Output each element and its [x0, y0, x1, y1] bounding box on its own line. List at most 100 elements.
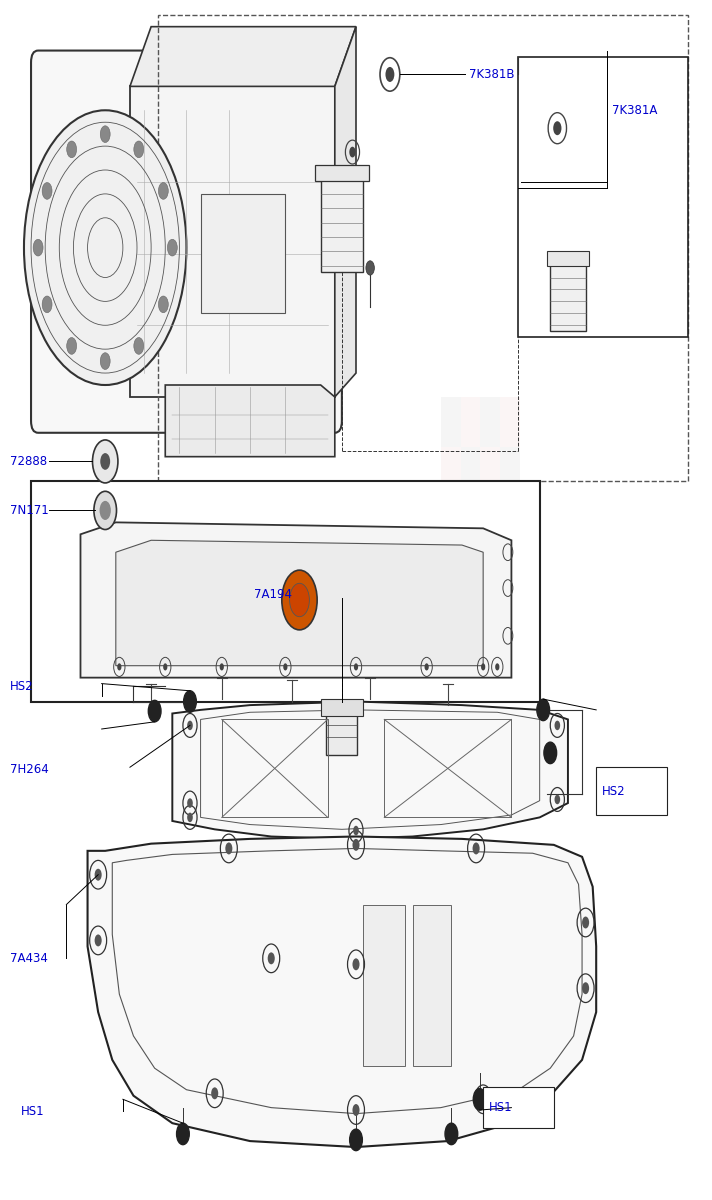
Circle shape	[225, 842, 232, 854]
Bar	[461, 397, 481, 448]
Circle shape	[544, 742, 557, 763]
Circle shape	[33, 239, 43, 256]
Text: HS2: HS2	[10, 679, 33, 692]
Text: HS1: HS1	[489, 1102, 513, 1114]
Circle shape	[424, 664, 429, 671]
Bar	[547, 251, 589, 265]
Circle shape	[42, 296, 52, 313]
FancyBboxPatch shape	[31, 50, 342, 433]
Bar	[518, 56, 688, 337]
Circle shape	[167, 239, 177, 256]
Text: HS2: HS2	[602, 785, 625, 798]
Circle shape	[283, 664, 288, 671]
Bar	[201, 194, 286, 313]
Bar	[320, 176, 363, 271]
Circle shape	[555, 794, 560, 804]
Circle shape	[350, 1129, 362, 1151]
Polygon shape	[80, 522, 511, 678]
Circle shape	[473, 1088, 486, 1110]
Circle shape	[93, 440, 118, 482]
Circle shape	[100, 126, 110, 143]
Text: 7K381A: 7K381A	[612, 103, 657, 116]
Circle shape	[117, 664, 122, 671]
Text: HS1: HS1	[21, 1105, 44, 1117]
Circle shape	[354, 664, 358, 671]
Text: 7K381B: 7K381B	[469, 68, 515, 80]
Circle shape	[290, 583, 310, 617]
Bar	[550, 259, 585, 331]
Circle shape	[220, 664, 224, 671]
Circle shape	[94, 491, 117, 529]
Circle shape	[582, 917, 589, 929]
Circle shape	[537, 700, 550, 721]
Text: car  parts: car parts	[144, 600, 264, 624]
Circle shape	[163, 664, 167, 671]
Circle shape	[148, 701, 161, 722]
Bar	[31, 480, 540, 702]
Circle shape	[134, 142, 144, 157]
Bar	[461, 598, 481, 648]
Circle shape	[385, 67, 394, 82]
Bar	[596, 767, 667, 815]
Circle shape	[480, 1093, 487, 1105]
Text: 7H264: 7H264	[10, 763, 48, 776]
Bar	[441, 547, 461, 598]
Bar	[481, 547, 500, 598]
Bar	[500, 547, 520, 598]
Circle shape	[184, 691, 197, 713]
Bar	[320, 700, 363, 716]
Polygon shape	[88, 836, 596, 1147]
Bar	[315, 166, 369, 181]
Circle shape	[553, 121, 562, 136]
Circle shape	[211, 1087, 219, 1099]
Bar	[500, 497, 520, 547]
Circle shape	[481, 664, 486, 671]
Circle shape	[352, 959, 360, 971]
Circle shape	[134, 337, 144, 354]
Bar	[461, 497, 481, 547]
Bar	[158, 14, 688, 480]
Polygon shape	[335, 26, 356, 397]
Circle shape	[350, 146, 356, 157]
Bar	[500, 397, 520, 448]
Polygon shape	[130, 26, 356, 86]
Circle shape	[24, 110, 187, 385]
Bar	[500, 448, 520, 497]
Bar	[326, 714, 357, 755]
Bar	[441, 598, 461, 648]
Bar	[441, 448, 461, 497]
Bar	[481, 497, 500, 547]
Circle shape	[555, 721, 560, 730]
Circle shape	[445, 1123, 458, 1145]
Circle shape	[177, 1123, 189, 1145]
Circle shape	[187, 798, 193, 808]
Polygon shape	[116, 540, 483, 666]
Bar	[500, 598, 520, 648]
Circle shape	[158, 296, 168, 313]
Circle shape	[268, 953, 275, 965]
Bar	[412, 905, 451, 1066]
Circle shape	[67, 142, 77, 157]
Bar	[130, 86, 335, 397]
Bar	[461, 547, 481, 598]
Circle shape	[353, 826, 359, 835]
Circle shape	[366, 260, 375, 275]
Bar	[441, 497, 461, 547]
Text: 7N171: 7N171	[10, 504, 48, 517]
Text: 7A194: 7A194	[253, 588, 292, 600]
Circle shape	[100, 454, 110, 470]
Bar	[461, 448, 481, 497]
Circle shape	[95, 869, 102, 881]
Bar	[481, 598, 500, 648]
Circle shape	[187, 812, 193, 822]
Circle shape	[352, 1104, 360, 1116]
Text: scuderia: scuderia	[271, 545, 458, 583]
Polygon shape	[172, 702, 568, 839]
Bar	[481, 448, 500, 497]
Circle shape	[495, 664, 499, 671]
Circle shape	[42, 182, 52, 199]
Circle shape	[582, 983, 589, 994]
Circle shape	[67, 337, 77, 354]
Circle shape	[187, 721, 193, 730]
Polygon shape	[165, 385, 335, 457]
